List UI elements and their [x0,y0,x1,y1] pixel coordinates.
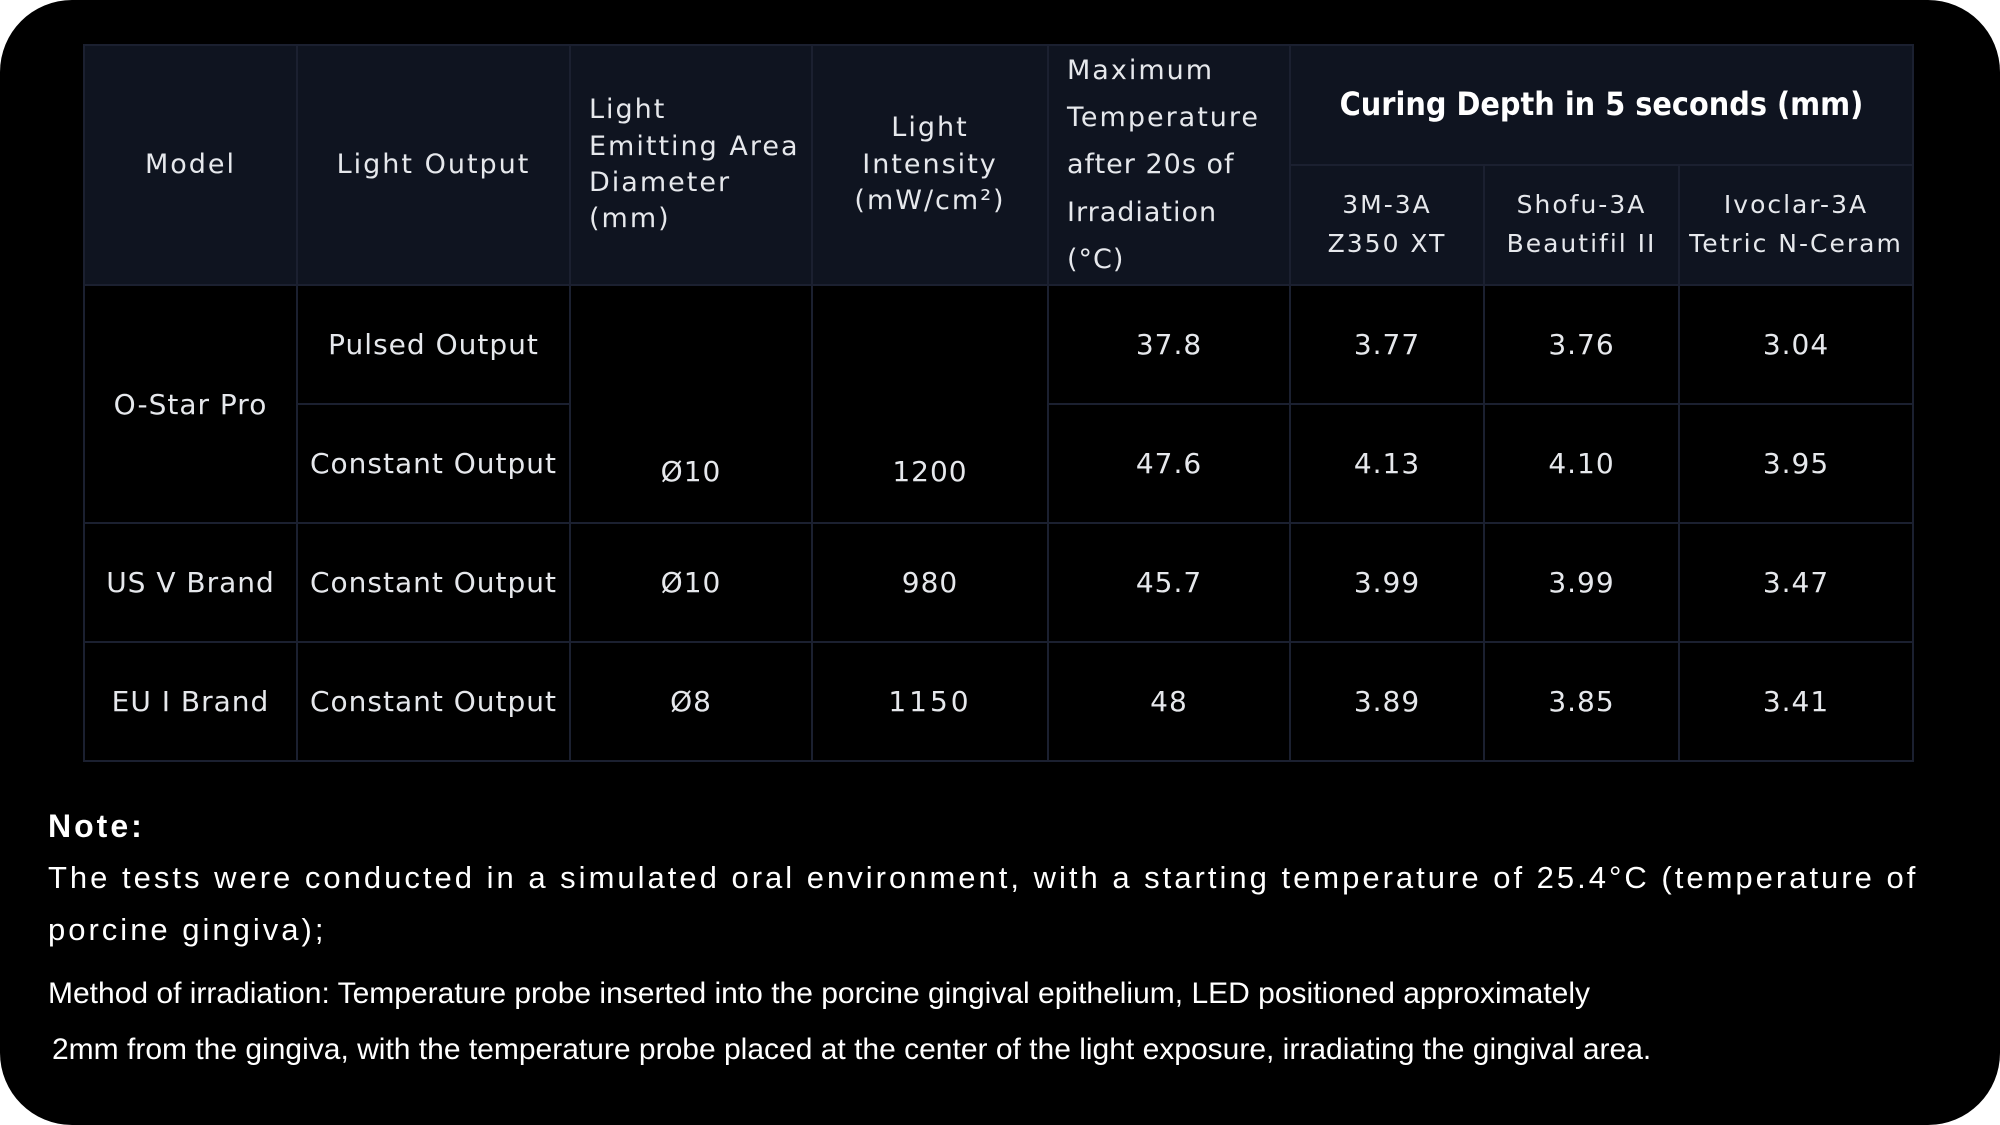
material-3m-line1: 3M-3A [1342,190,1432,220]
cell-model: O-Star Pro [83,284,298,524]
cell-depth-3m: 3.89 [1289,641,1485,762]
material-shofu-line1: Shofu-3A [1516,190,1647,220]
header-max-temp: Maximum Temperature after 20s of Irradia… [1047,44,1291,286]
cell-depth-shofu: 3.99 [1483,522,1680,643]
cell-depth-3m: 3.99 [1289,522,1485,643]
header-diameter: Light Emitting Area Diameter (mm) [569,44,813,286]
header-material-ivoclar: Ivoclar-3A Tetric N-Ceram [1678,164,1914,286]
header-max-temp-line1: Maximum [1067,54,1215,86]
cell-max-temp: 37.8 [1047,284,1291,405]
table-row: US V Brand Constant Output Ø10 980 45.7 … [83,522,1914,643]
header-max-temp-line3: after 20s of [1067,149,1235,181]
cell-intensity: 1200 [811,284,1049,524]
header-max-temp-line2: Temperature [1067,102,1261,134]
cell-intensity: 980 [811,522,1049,643]
cell-depth-shofu: 3.85 [1483,641,1680,762]
header-intensity-line1: Light Intensity [862,112,998,180]
cell-depth-ivoclar: 3.47 [1678,522,1914,643]
cell-intensity-value: 1200 [892,455,968,488]
header-intensity-line2: (mW/cm²) [854,185,1006,217]
cell-max-temp: 48 [1047,641,1291,762]
cell-output: Constant Output [296,522,571,643]
cell-depth-shofu: 4.10 [1483,403,1680,524]
cell-depth-3m: 4.13 [1289,403,1485,524]
cell-output: Constant Output [296,641,571,762]
cell-model: US V Brand [83,522,298,643]
header-model: Model [83,44,298,286]
table-row: EU I Brand Constant Output Ø8 1150 48 3.… [83,641,1914,762]
cell-depth-shofu: 3.76 [1483,284,1680,405]
header-material-3m: 3M-3A Z350 XT [1289,164,1485,286]
note-irradiation-line2: 2mm from the gingiva, with the temperatu… [52,1033,1652,1066]
table-row: Constant Output 47.6 4.13 4.10 3.95 [84,403,1914,524]
spec-table: Model Light Output Light Emitting Area D… [83,44,1914,762]
cell-output: Pulsed Output [296,284,571,405]
notes-section: Note: The tests were conducted in a simu… [48,800,1968,1078]
header-curing-depth: Curing Depth in 5 seconds (mm) [1289,44,1914,166]
cell-diameter: Ø8 [569,641,813,762]
header-max-temp-line4: Irradiation (°C) [1067,196,1218,275]
cell-output: Constant Output [296,403,571,524]
header-light-output: Light Output [296,44,571,286]
cell-diameter-value: Ø10 [660,455,722,488]
cell-model: EU I Brand [83,641,298,762]
material-shofu-line2: Beautifil II [1506,229,1657,258]
cell-intensity: 1150 [811,641,1049,762]
cell-depth-ivoclar: 3.04 [1678,284,1914,405]
material-3m-line2: Z350 XT [1327,229,1447,258]
material-ivoclar-line2: Tetric N-Ceram [1689,229,1903,258]
cell-diameter: Ø10 [569,522,813,643]
cell-depth-3m: 3.77 [1289,284,1485,405]
table-row: O-Star Pro Pulsed Output Ø10 1200 37.8 3… [83,284,1914,524]
note-irradiation-line1: Method of irradiation: Temperature probe… [48,977,1590,1010]
cell-depth-ivoclar: 3.41 [1678,641,1914,762]
note-test-conditions: The tests were conducted in a simulated … [48,860,1919,947]
cell-depth-ivoclar: 3.95 [1678,403,1914,524]
table-header: Model Light Output Light Emitting Area D… [83,44,1914,286]
cell-max-temp: 45.7 [1047,522,1291,643]
header-material-shofu: Shofu-3A Beautifil II [1483,164,1680,286]
header-intensity: Light Intensity (mW/cm²) [811,44,1049,286]
table-body: O-Star Pro Pulsed Output Ø10 1200 37.8 3… [83,284,1914,762]
cell-max-temp: 47.6 [1047,403,1291,524]
material-ivoclar-line1: Ivoclar-3A [1723,190,1869,220]
note-irradiation-method: Method of irradiation: Temperature probe… [48,966,1968,1078]
cell-diameter: Ø10 [569,284,813,524]
note-title: Note: [48,808,145,844]
